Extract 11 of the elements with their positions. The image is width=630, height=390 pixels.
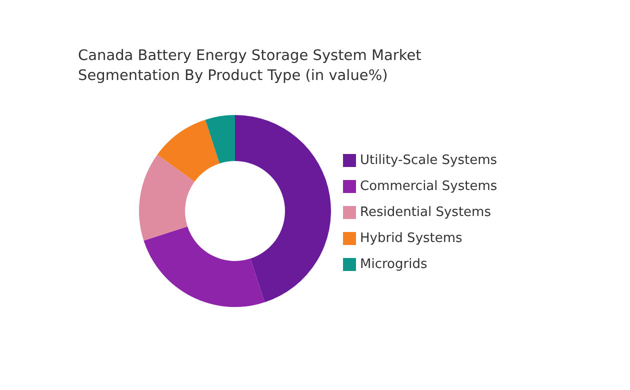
chart-title: Canada Battery Energy Storage System Market Segmentation By Product Type (in value%) [78, 47, 422, 86]
legend-label: Microgrids [360, 257, 428, 272]
donut-slice [144, 226, 265, 307]
donut-slice [139, 154, 195, 241]
donut-slice [157, 120, 220, 182]
donut-slice [205, 115, 235, 164]
legend-label: Commercial Systems [360, 179, 498, 194]
legend-label: Hybrid Systems [360, 231, 462, 246]
legend-label: Utility-Scale Systems [360, 153, 498, 168]
legend-label: Residential Systems [360, 205, 491, 220]
donut-slice [235, 115, 331, 302]
